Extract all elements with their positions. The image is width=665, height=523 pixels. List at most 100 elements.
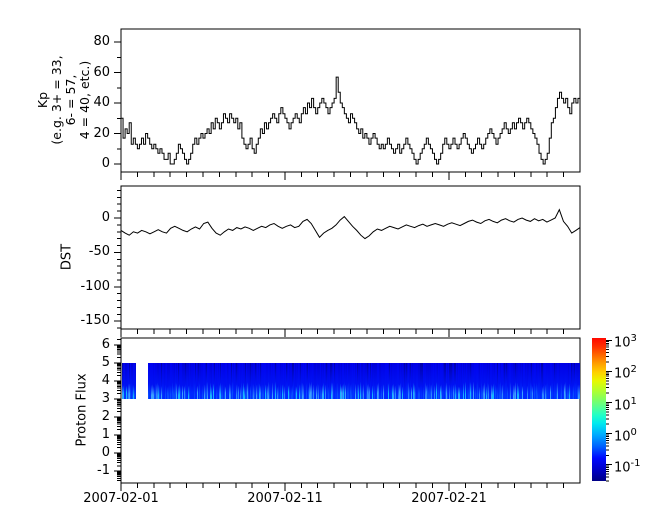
spectrogram-column [378, 363, 379, 399]
spectrogram-column [408, 363, 409, 399]
spectrogram-column [391, 363, 392, 399]
spectrogram-column [361, 363, 362, 399]
spectrogram-column [386, 363, 387, 399]
spectrogram-column [564, 363, 565, 399]
spectrogram-column [224, 363, 225, 399]
spectrogram-column [495, 363, 496, 399]
spectrogram-column [553, 363, 554, 399]
spectrogram-column [235, 363, 236, 399]
spectrogram-column [336, 363, 337, 399]
spectrogram-column [485, 363, 486, 399]
spectrogram-column [383, 363, 384, 399]
spectrogram-column [508, 363, 509, 399]
spectrogram-column [527, 363, 528, 399]
spectrogram-column [212, 363, 213, 399]
spectrogram-column [409, 363, 410, 399]
spectrogram-column [126, 363, 127, 399]
spectrogram-column [449, 363, 450, 399]
spectrogram-column [440, 363, 441, 399]
spectrogram-column [487, 363, 488, 399]
spectrogram-column [248, 363, 249, 399]
spectrogram-column [195, 363, 196, 399]
spectrogram-column [461, 363, 462, 399]
spectrogram-column [559, 363, 560, 399]
spectrogram-column [428, 363, 429, 399]
spectrogram-column [397, 363, 398, 399]
spectrogram-column [190, 363, 191, 399]
spectrogram-column [578, 363, 579, 399]
kp-y-tick-label: 40 [93, 95, 110, 110]
spectrogram-column [229, 363, 230, 399]
spectrogram-column [402, 363, 403, 399]
spectrogram-column [189, 363, 190, 399]
kp-y-tick-label: 80 [93, 34, 110, 49]
spectrogram-column [377, 363, 378, 399]
spectrogram-column [192, 363, 193, 399]
spectrogram-column [484, 363, 485, 399]
proton-y-tick-label: 5 [101, 354, 110, 370]
spectrogram-column [432, 363, 433, 399]
spectrogram-column [156, 363, 157, 399]
spectrogram-column [493, 363, 494, 399]
spectrogram-column [174, 363, 175, 399]
spectrogram-column [550, 363, 551, 399]
spectrogram-column [348, 363, 349, 399]
spectrogram-column [294, 363, 295, 399]
spectrogram-column [129, 363, 130, 399]
spectrogram-column [206, 363, 207, 399]
spectrogram-column [226, 363, 227, 399]
spectrogram-column [407, 363, 408, 399]
spectrogram-column [469, 363, 470, 399]
spectrogram-column [317, 363, 318, 399]
spectrogram-column [204, 363, 205, 399]
spectrogram-column [365, 363, 366, 399]
spectrogram-column [496, 363, 497, 399]
spectrogram-column [166, 363, 167, 399]
spectrogram-column [360, 363, 361, 399]
spectrogram-column [282, 363, 283, 399]
spectrogram-column [452, 363, 453, 399]
spectrogram-column [501, 363, 502, 399]
spectrogram-column [344, 363, 345, 399]
spectrogram-column [405, 363, 406, 399]
spectrogram-column [198, 363, 199, 399]
spectrogram-column [430, 363, 431, 399]
spectrogram-column [331, 363, 332, 399]
spectrogram-column [153, 363, 154, 399]
spectrogram-column [165, 363, 166, 399]
spectrogram-column [281, 363, 282, 399]
dst-series-line [120, 208, 581, 240]
spectrogram-column [399, 363, 400, 399]
spectrogram-column [364, 363, 365, 399]
spectrogram-column [244, 363, 245, 399]
spectrogram-column [418, 363, 419, 399]
proton-flux-heatmap [121, 363, 580, 399]
spectrogram-column [341, 363, 342, 399]
spectrogram-column [234, 363, 235, 399]
spectrogram-column [515, 363, 516, 399]
spectrogram-column [200, 363, 201, 399]
spectrogram-column [278, 363, 279, 399]
spectrogram-column [567, 363, 568, 399]
spectrogram-column [353, 363, 354, 399]
spectrogram-column [442, 363, 443, 399]
spectrogram-column [392, 363, 393, 399]
kp-y-tick-label: 20 [93, 125, 110, 141]
spectrogram-column [441, 363, 442, 399]
spectrogram-column [414, 363, 415, 399]
spectrogram-column [266, 363, 267, 399]
colorbar-tick-label: 103 [614, 333, 637, 351]
spectrogram-column [458, 363, 459, 399]
spectrogram-column [238, 363, 239, 399]
spectrogram-column [370, 363, 371, 399]
spectrogram-column [272, 363, 273, 399]
spectrogram-column [290, 363, 291, 399]
spectrogram-column [367, 363, 368, 399]
spectrogram-column [285, 363, 286, 399]
spectrogram-column [511, 363, 512, 399]
spectrogram-column [218, 363, 219, 399]
spectrogram-column [216, 363, 217, 399]
spectrogram-column [575, 363, 576, 399]
